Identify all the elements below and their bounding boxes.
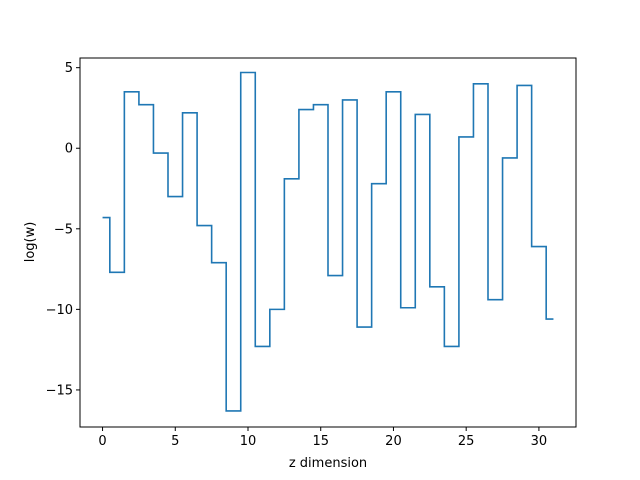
plot-frame bbox=[79, 57, 577, 428]
y-tick-label: 5 bbox=[65, 61, 73, 76]
x-tick-label: 25 bbox=[458, 434, 475, 449]
series-line bbox=[102, 71, 554, 412]
x-tick-label: 20 bbox=[385, 434, 402, 449]
x-tick-label: 30 bbox=[531, 434, 548, 449]
y-tick-label: 0 bbox=[65, 142, 73, 157]
y-axis: 5 0 −5 −10 −15 bbox=[46, 61, 80, 398]
x-tick-label: 10 bbox=[240, 434, 257, 449]
series-layer bbox=[102, 71, 554, 412]
y-tick-label: −15 bbox=[46, 383, 73, 398]
y-tick-label: −5 bbox=[54, 222, 73, 237]
x-axis: 0 5 10 15 20 25 30 bbox=[98, 427, 547, 449]
x-tick-label: 0 bbox=[98, 434, 106, 449]
y-axis-label: log(w) bbox=[23, 222, 38, 263]
x-tick-label: 15 bbox=[312, 434, 329, 449]
x-axis-label: z dimension bbox=[289, 456, 367, 471]
x-tick-label: 5 bbox=[171, 434, 179, 449]
y-tick-label: −10 bbox=[46, 303, 73, 318]
